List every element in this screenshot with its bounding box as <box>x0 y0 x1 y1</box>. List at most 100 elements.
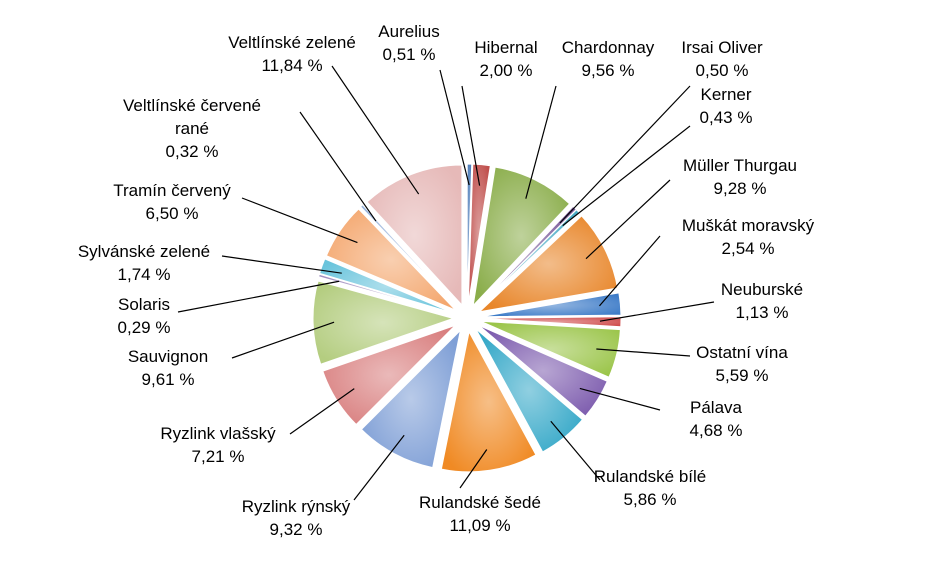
slice-label: Kerner 0,43 % <box>700 85 753 127</box>
slice-label-name: Ryzlink vlašský <box>160 424 276 443</box>
slice-label-name: Kerner <box>700 85 751 104</box>
leader-line <box>353 434 405 501</box>
slice-label-value: 2,54 % <box>722 239 775 258</box>
slice-label: Hibernal 2,00 % <box>474 38 537 80</box>
leader-line <box>598 235 661 307</box>
leader-line <box>221 255 342 274</box>
leader-line <box>579 387 661 411</box>
slice-label: Veltlínské zelené 11,84 % <box>228 33 356 75</box>
pie-slice-highlight <box>473 167 570 306</box>
slice-label-value: 11,09 % <box>449 516 510 535</box>
leader-line <box>177 280 340 313</box>
pie-slice-highlight <box>478 325 608 417</box>
slice-label: Ostatní vína 5,59 % <box>696 343 788 385</box>
slice-label: Müller Thurgau 9,28 % <box>683 156 797 198</box>
leader-line <box>299 111 377 222</box>
slice-label-value: 0,43 % <box>700 108 753 127</box>
slice-label-value: 0,32 % <box>166 142 219 161</box>
slice-label-name: Hibernal <box>474 38 537 57</box>
slice-label: Irsai Oliver 0,50 % <box>681 38 763 80</box>
slice-label-name: Neuburské <box>721 280 803 299</box>
slice-label-name: Sauvignon <box>128 347 208 366</box>
slice-label-value: 5,86 % <box>624 490 677 509</box>
slice-label-value: 0,50 % <box>696 61 749 80</box>
leader-line <box>461 85 481 186</box>
slice-label-value: 0,29 % <box>118 318 171 337</box>
leader-line <box>231 321 335 359</box>
leader-line <box>289 388 355 435</box>
slice-label: Tramín červený 6,50 % <box>113 181 231 223</box>
slice-label-name: Irsai Oliver <box>681 38 763 57</box>
pie-slice-highlight <box>476 206 577 308</box>
slice-label-name: Rulandské šedé <box>419 493 541 512</box>
pie-slice-highlight <box>480 316 621 327</box>
slice-label-value: 9,32 % <box>270 520 323 539</box>
pie-slice-highlight <box>468 164 491 305</box>
slice-label-name: rané <box>175 119 209 138</box>
slice-label-value: 11,84 % <box>261 56 322 75</box>
slice-label-name: Ostatní vína <box>696 343 788 362</box>
slice-label-value: 9,56 % <box>582 61 635 80</box>
pie-slice-highlight <box>467 164 472 305</box>
pie-slice-highlight <box>441 331 536 472</box>
slice-label-value: 1,74 % <box>118 265 171 284</box>
pie-slice-highlight <box>326 208 456 311</box>
leader-line <box>525 85 557 199</box>
slice-label-value: 2,00 % <box>480 61 533 80</box>
pie-slice-highlight <box>479 215 618 312</box>
labels-layer: Aurelius 0,51 % Hibernal 2,00 % Chardonnay 9,… <box>78 22 815 539</box>
slice-label-name: Aurelius <box>378 22 439 41</box>
leader-line <box>599 301 715 322</box>
slice-label: Muškát moravský 2,54 % <box>682 216 815 258</box>
slice-label-value: 9,61 % <box>142 370 195 389</box>
leader-line <box>331 65 420 195</box>
slice-label-name: Tramín červený <box>113 181 231 200</box>
slice-label: Ryzlink rýnský 9,32 % <box>242 497 351 539</box>
slice-label-name: Chardonnay <box>562 38 655 57</box>
slice-label: Rulandské šedé 11,09 % <box>419 493 541 535</box>
slice-label-value: 4,68 % <box>690 421 743 440</box>
slice-label-value: 0,51 % <box>383 45 436 64</box>
slice-label: Chardonnay 9,56 % <box>562 38 655 80</box>
leader-line <box>596 348 691 357</box>
slice-label-name: Pálava <box>690 398 743 417</box>
slice-label-name: Ryzlink rýnský <box>242 497 351 516</box>
slice-label-value: 7,21 % <box>192 447 245 466</box>
slice-label: Neuburské 1,13 % <box>721 280 803 322</box>
slices-layer <box>312 163 622 473</box>
leader-line <box>241 197 358 244</box>
slice-label-value: 5,59 % <box>716 366 769 385</box>
slice-label: Sylvánské zelené 1,74 % <box>78 242 210 284</box>
leader-line <box>585 179 671 260</box>
leader-line <box>550 420 601 481</box>
leader-line <box>439 69 470 186</box>
slice-label-name: Veltlínské červené <box>123 96 261 115</box>
pie-slice-highlight <box>475 328 583 452</box>
slice-label: Rulandské bílé 5,86 % <box>594 467 706 509</box>
slice-label: Sauvignon 9,61 % <box>128 347 208 389</box>
leader-line <box>559 85 691 224</box>
slice-label-name: Rulandské bílé <box>594 467 706 486</box>
pie-slice-highlight <box>318 274 454 315</box>
slice-label: Aurelius 0,51 % <box>378 22 439 64</box>
slice-label: Veltlínské červené rané 0,32 % <box>123 96 261 161</box>
slice-label-name: Muškát moravský <box>682 216 815 235</box>
pie-slice-highlight <box>361 330 461 468</box>
leader-lines-layer <box>177 65 715 501</box>
pie-slice-highlight <box>313 280 454 365</box>
pie-slice-highlight <box>360 204 458 308</box>
leader-line <box>562 125 691 227</box>
slice-label-name: Solaris <box>118 295 170 314</box>
slice-label-value: 1,13 % <box>736 303 789 322</box>
pie-slice-highlight <box>322 325 456 425</box>
pie-slice-highlight <box>480 321 621 378</box>
pie-slice-highlight <box>319 258 454 314</box>
slice-label: Pálava 4,68 % <box>690 398 743 440</box>
slice-label-name: Müller Thurgau <box>683 156 797 175</box>
leader-line <box>459 449 488 489</box>
pie-slice-highlight <box>477 209 580 309</box>
slice-label: Solaris 0,29 % <box>118 295 171 337</box>
slice-label: Ryzlink vlašský 7,21 % <box>160 424 276 466</box>
